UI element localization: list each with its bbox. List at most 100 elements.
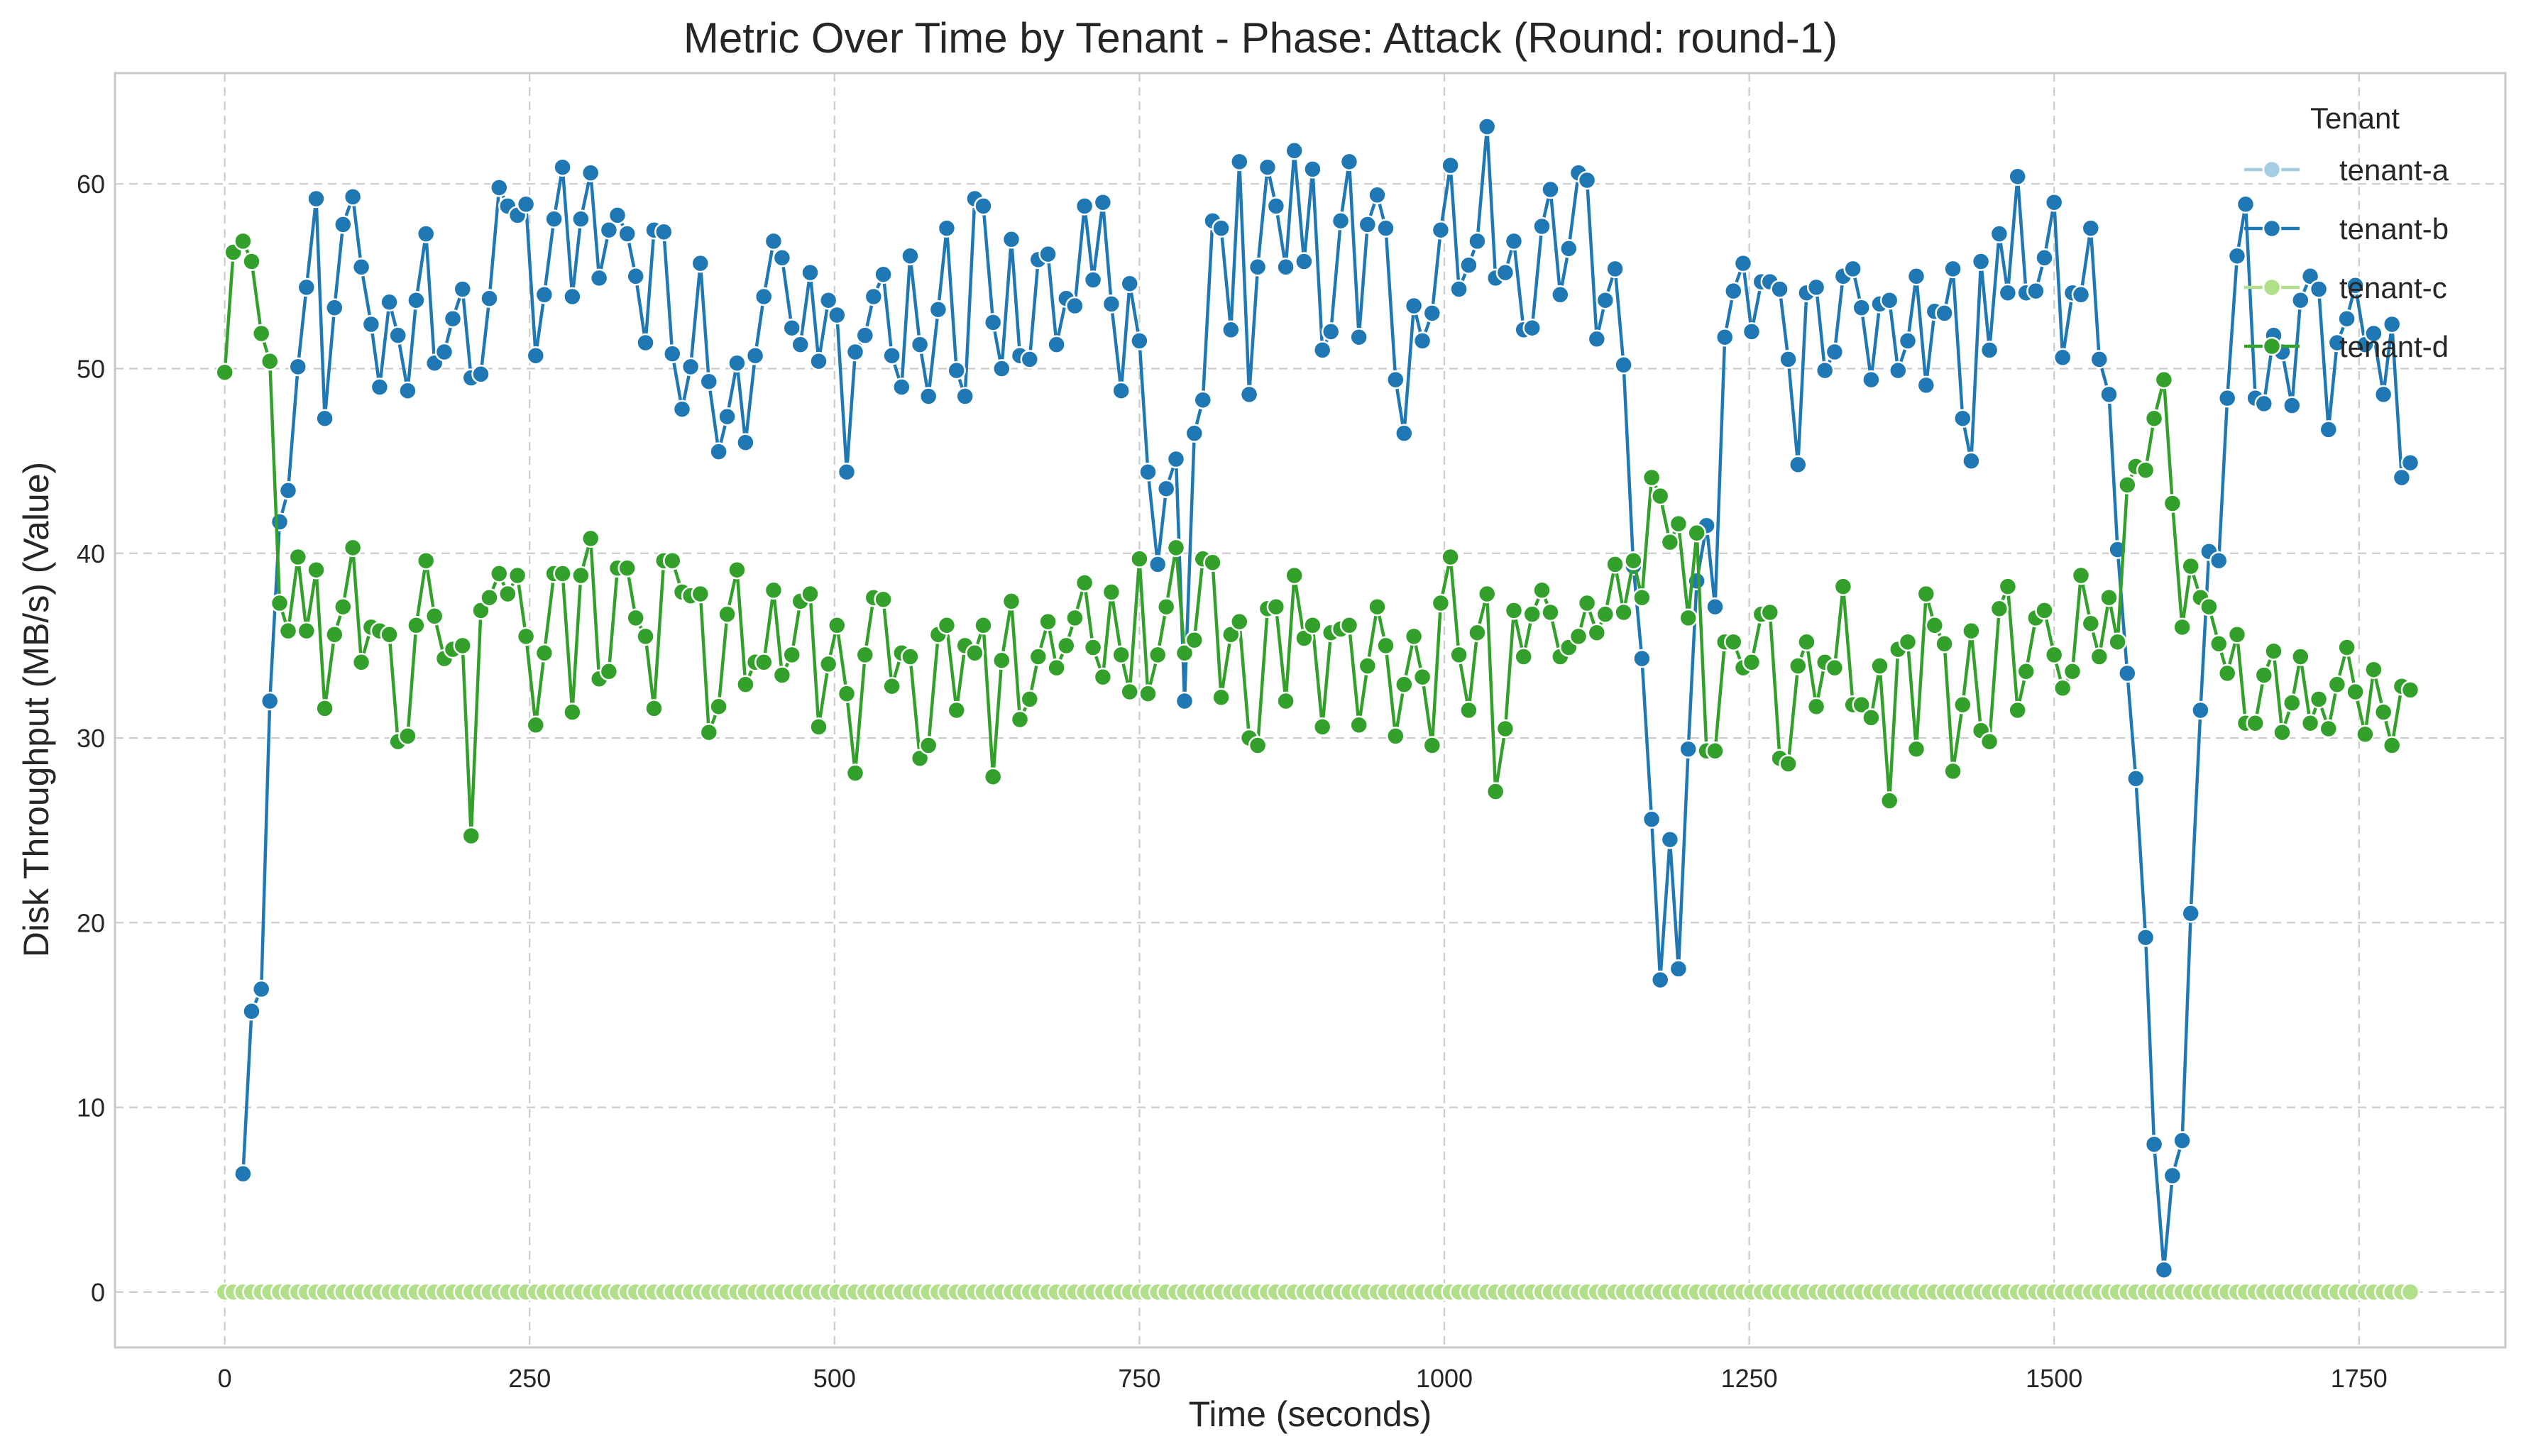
tenant-d-point [1935, 634, 1954, 653]
tenant-d-point [782, 645, 801, 665]
tenant-b-point [1559, 239, 1578, 258]
tenant-b-point [1889, 360, 1908, 380]
tenant-d-point [809, 717, 828, 737]
tenant-b-point [2053, 348, 2072, 368]
tenant-b-point [370, 377, 390, 397]
tenant-d-point [2227, 625, 2247, 644]
tenant-b-point [947, 360, 966, 380]
tenant-d-point [1057, 636, 1076, 656]
tenant-b-point [718, 407, 737, 426]
tenant-d-point [498, 584, 517, 604]
tenant-d-point [1833, 577, 1853, 596]
tenant-d-point [1632, 588, 1652, 607]
tenant-b-point [571, 209, 591, 228]
tenant-d-point [1825, 658, 1845, 678]
tenant-b-point [2364, 324, 2383, 343]
tenant-b-point [654, 222, 674, 242]
tenant-d-point [1459, 700, 1478, 720]
tenant-d-point [718, 605, 737, 624]
tenant-d-point [2337, 638, 2356, 657]
tenant-b-point [234, 1164, 253, 1184]
tenant-d-point [215, 363, 234, 382]
tenant-b-point [1779, 350, 1798, 369]
tenant-d-point [974, 616, 993, 635]
tenant-b-point [388, 326, 407, 345]
tenant-b-point [2089, 350, 2109, 369]
tenant-b-point [901, 246, 920, 265]
tenant-b-point [1879, 290, 1899, 310]
tenant-d-point [1989, 599, 2009, 619]
series-layer [215, 117, 2420, 1302]
tenant-d-point [918, 736, 938, 755]
tenant-d-point [1760, 602, 1780, 622]
tenant-b-point [626, 267, 645, 286]
tenant-b-point [278, 481, 298, 500]
tenant-b-point [534, 285, 554, 304]
tenant-b-point [2327, 333, 2347, 353]
tenant-d-point [1148, 645, 1168, 665]
tenant-b-point [1742, 322, 1762, 341]
tenant-d-point [1001, 592, 1021, 611]
tenant-b-point [1321, 322, 1341, 341]
tenant-d-point [2199, 597, 2219, 617]
tenant-b-point [855, 326, 875, 345]
tenant-b-point [1449, 280, 1468, 299]
tenant-b-point [1962, 451, 1981, 470]
tenant-d-point [1495, 719, 1515, 739]
chart-title: Metric Over Time by Tenant - Phase: Atta… [683, 14, 1838, 62]
tenant-d-point [1724, 632, 1743, 651]
tenant-b-point [2035, 248, 2054, 268]
tenant-b-point [251, 979, 271, 999]
tenant-d-point [1779, 754, 1798, 773]
tenant-d-point [937, 616, 957, 635]
tenant-d-point [1660, 532, 1680, 552]
tenant-d-point [343, 538, 363, 558]
tenant-b-point [681, 357, 701, 377]
tenant-d-point [2044, 645, 2064, 665]
tenant-b-point [1532, 216, 1551, 236]
tenant-b-point [1266, 197, 1286, 216]
tenant-d-point [2400, 680, 2420, 700]
tenant-b-point [772, 248, 792, 268]
tenant-d-point [1312, 717, 1332, 737]
tenant-d-point [1906, 739, 1926, 759]
tenant-b-point [325, 298, 344, 317]
tenant-b-point [2209, 551, 2229, 570]
tenant-c-point [2400, 1282, 2420, 1302]
tenant-d-point [754, 653, 774, 672]
y-tick-label: 10 [77, 1093, 105, 1123]
legend-item-tenant-b: tenant-b [2244, 212, 2449, 246]
tenant-d-point [490, 564, 509, 583]
tenant-b-point [1551, 285, 1570, 304]
tenant-b-point [2392, 468, 2412, 487]
tenant-b-point [1258, 158, 1278, 177]
tenant-d-point [2364, 660, 2383, 679]
tenant-d-point [2319, 719, 2339, 739]
tenant-b-point [544, 209, 564, 228]
tenant-d-point [2246, 713, 2265, 733]
tenant-b-point [1441, 155, 1460, 175]
tenant-d-point [334, 597, 353, 617]
tenant-d-point [1742, 653, 1762, 672]
tenant-d-point [801, 584, 820, 604]
tenant-b-point [1422, 304, 1442, 323]
tenant-d-point [553, 564, 572, 583]
tenant-b-point [672, 399, 692, 419]
tenant-d-point [1358, 656, 1378, 675]
tenant-d-point [1386, 727, 1405, 746]
tenant-d-point [1010, 710, 1030, 729]
tenant-b-point [1789, 455, 1808, 475]
tenant-b-point [1669, 959, 1688, 978]
tenant-b-point [334, 215, 353, 234]
tenant-d-point [1230, 612, 1249, 632]
tenant-d-point [855, 645, 875, 665]
tenant-d-point [2283, 693, 2302, 712]
tenant-d-point [297, 621, 317, 641]
tenant-b-point [2136, 927, 2155, 947]
tenant-b-point [2173, 1131, 2192, 1150]
tenant-b-point [407, 290, 426, 310]
tenant-d-point [2099, 588, 2119, 607]
tenant-d-point [636, 627, 655, 646]
tenant-d-point [1650, 486, 1670, 506]
plot-frame [114, 72, 2507, 1349]
